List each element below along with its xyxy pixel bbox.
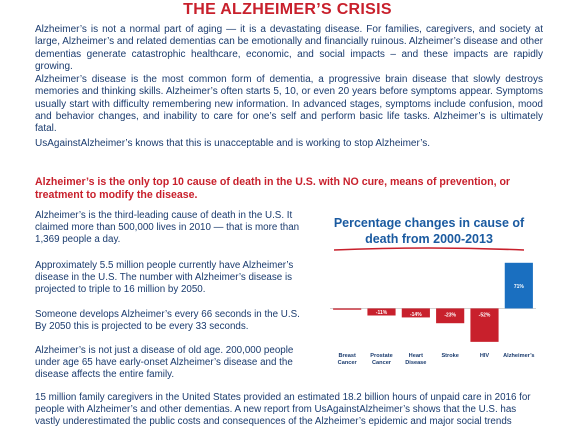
title-underline — [333, 247, 525, 251]
bar-3 — [436, 308, 465, 324]
category-label-0: Breast Cancer — [338, 353, 358, 366]
fact-paragraph-2: Approximately 5.5 million people current… — [35, 260, 294, 295]
category-label-1: Prostate Cancer — [370, 353, 392, 366]
bar-0 — [333, 308, 362, 310]
intro-paragraph-1: Alzheimer’s is not a normal part of agin… — [35, 24, 543, 72]
category-label-2: Heart Disease — [405, 353, 426, 366]
fact-paragraph-1: Alzheimer’s is the third-leading cause o… — [35, 210, 300, 245]
category-label-5: Alzheimer’s — [503, 353, 534, 359]
caregiver-paragraph: 15 million family caregivers in the Unit… — [35, 392, 531, 427]
bar-1 — [367, 308, 396, 316]
fact-paragraph-4: Alzheimer’s is not just a disease of old… — [35, 345, 294, 380]
chart-title-line-2: death from 2000-2013 — [365, 232, 493, 246]
category-label-3: Stroke — [441, 353, 458, 359]
cause-of-death-chart: Percentage changes in cause of death fro… — [312, 205, 546, 375]
chart-title-line-1: Percentage changes in cause of — [334, 216, 525, 230]
page-title: THE ALZHEIMER’S CRISIS — [183, 1, 392, 18]
value-label-1: -11% — [376, 310, 388, 316]
fact-paragraph-3: Someone develops Alzheimer’s every 66 se… — [35, 309, 300, 332]
intro-paragraph-2: Alzheimer’s disease is the most common f… — [35, 74, 543, 135]
intro-paragraph-3: UsAgainstAlzheimer’s knows that this is … — [35, 138, 431, 149]
value-label-0: -2% — [343, 304, 352, 310]
value-label-3: -23% — [444, 312, 456, 318]
value-label-4: -52% — [479, 312, 491, 318]
value-label-5: 71% — [514, 284, 525, 290]
value-label-2: -14% — [410, 312, 422, 318]
bar-4 — [470, 308, 499, 342]
bar-5 — [504, 262, 533, 309]
section-heading: Alzheimer’s is the only top 10 cause of … — [35, 176, 511, 201]
category-label-4: HIV — [480, 353, 490, 359]
bar-2 — [401, 308, 430, 318]
